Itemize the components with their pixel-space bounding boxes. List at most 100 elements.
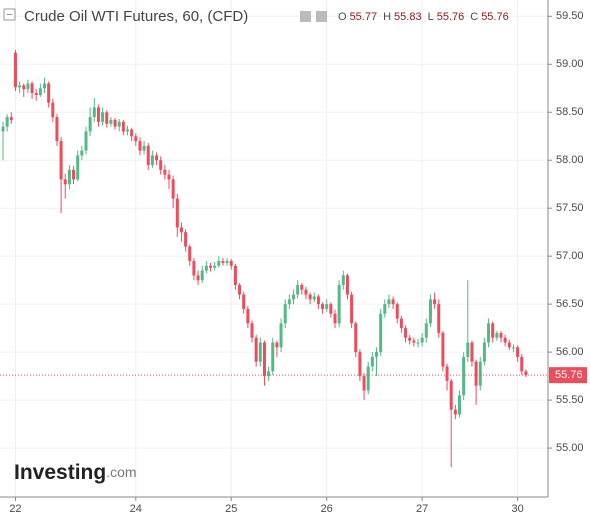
x-tick-label: 24 (130, 503, 142, 515)
candle-body (337, 284, 341, 324)
candle-body (520, 356, 524, 372)
candle-body (80, 150, 84, 156)
candle-body (101, 112, 105, 122)
candle-body (51, 102, 55, 118)
candle-body (424, 323, 428, 338)
candle-body (113, 119, 117, 127)
ohlc-label: O (338, 11, 347, 23)
settings-icon[interactable] (316, 11, 327, 22)
candle-body (238, 284, 242, 295)
x-tick-label: 27 (416, 503, 428, 515)
candle-body (150, 155, 154, 166)
ohlc-value: 55.76 (437, 11, 465, 23)
candle-body (229, 260, 233, 266)
y-tick-label: 56.00 (556, 346, 584, 358)
candle-body (213, 265, 217, 268)
candle-body (179, 227, 183, 233)
candle-body (55, 117, 59, 142)
candle-body (159, 160, 163, 170)
candle-body (38, 88, 42, 95)
candle-body (362, 376, 366, 391)
candle-body (34, 93, 38, 95)
y-tick-label: 59.00 (556, 58, 584, 70)
y-tick-label: 58.00 (556, 154, 584, 166)
candle-body (404, 328, 408, 338)
candle-body (308, 294, 312, 300)
candle-body (300, 284, 304, 290)
candle-body (412, 340, 416, 343)
logo-suffix: .com (106, 464, 136, 480)
candle-body (72, 169, 76, 180)
x-tick-label: 30 (511, 503, 523, 515)
candle-body (366, 366, 370, 391)
candle-body (292, 294, 295, 300)
candle-body (516, 347, 520, 357)
candle-body (296, 284, 300, 295)
candle-body (163, 169, 167, 175)
candle-body (30, 83, 34, 94)
candle-body (433, 299, 437, 305)
candle-body (142, 145, 146, 151)
candle-body (333, 313, 337, 324)
candle-body (200, 270, 204, 281)
candle-body (375, 352, 378, 357)
y-tick-label: 57.50 (556, 202, 584, 214)
candle-body (47, 83, 51, 103)
candle-body (225, 260, 229, 263)
logo: Investing.com (14, 461, 137, 484)
candle-body (9, 117, 13, 120)
candle-body (416, 342, 420, 344)
candle-body (96, 107, 100, 122)
candle-body (146, 145, 150, 166)
settings-icon[interactable] (300, 11, 311, 22)
candle-body (204, 265, 208, 271)
candle-body (399, 318, 403, 329)
ohlc-legend: O 55.77 H 55.83 L 55.76 C 55.76 (338, 11, 509, 23)
candle-body (126, 129, 129, 132)
candle-body (379, 313, 383, 353)
candle-body (130, 129, 134, 137)
candle-body (478, 361, 482, 386)
candle-body (329, 304, 333, 314)
candle-body (495, 332, 499, 338)
candle-body (167, 174, 171, 180)
candle-body (22, 85, 26, 90)
candle-body (275, 342, 279, 348)
ohlc-value: 55.83 (394, 11, 422, 23)
candle-body (26, 83, 30, 90)
candle-body (524, 371, 528, 376)
candle-body (67, 169, 71, 185)
candle-body (283, 304, 287, 324)
candle-body (117, 121, 121, 127)
candle-body (217, 260, 221, 266)
candle-body (391, 299, 395, 305)
candle-body (437, 304, 441, 333)
y-tick-label: 59.50 (556, 10, 584, 22)
candle-body (354, 323, 358, 353)
ohlc-label: C (470, 11, 478, 23)
candle-body (258, 342, 262, 362)
candle-body (271, 342, 275, 372)
last-price-label: 55.76 (555, 369, 583, 381)
candle-body (503, 337, 507, 343)
y-tick-label: 58.50 (556, 106, 584, 118)
candle-body (279, 323, 283, 348)
candle-body (458, 395, 461, 415)
candle-body (511, 347, 515, 349)
candle-body (304, 289, 308, 295)
y-tick-label: 56.50 (556, 298, 584, 310)
candle-body (370, 356, 374, 367)
candle-body (474, 361, 478, 386)
candles (1, 49, 528, 468)
last-price-box (549, 367, 587, 384)
candle-body (43, 83, 46, 89)
candle-body (171, 179, 175, 199)
candle-body (312, 296, 316, 300)
candle-body (287, 299, 291, 305)
candle-body (18, 85, 22, 88)
x-tick-label: 26 (321, 503, 333, 515)
candle-body (196, 275, 200, 281)
candle-body (482, 342, 486, 362)
